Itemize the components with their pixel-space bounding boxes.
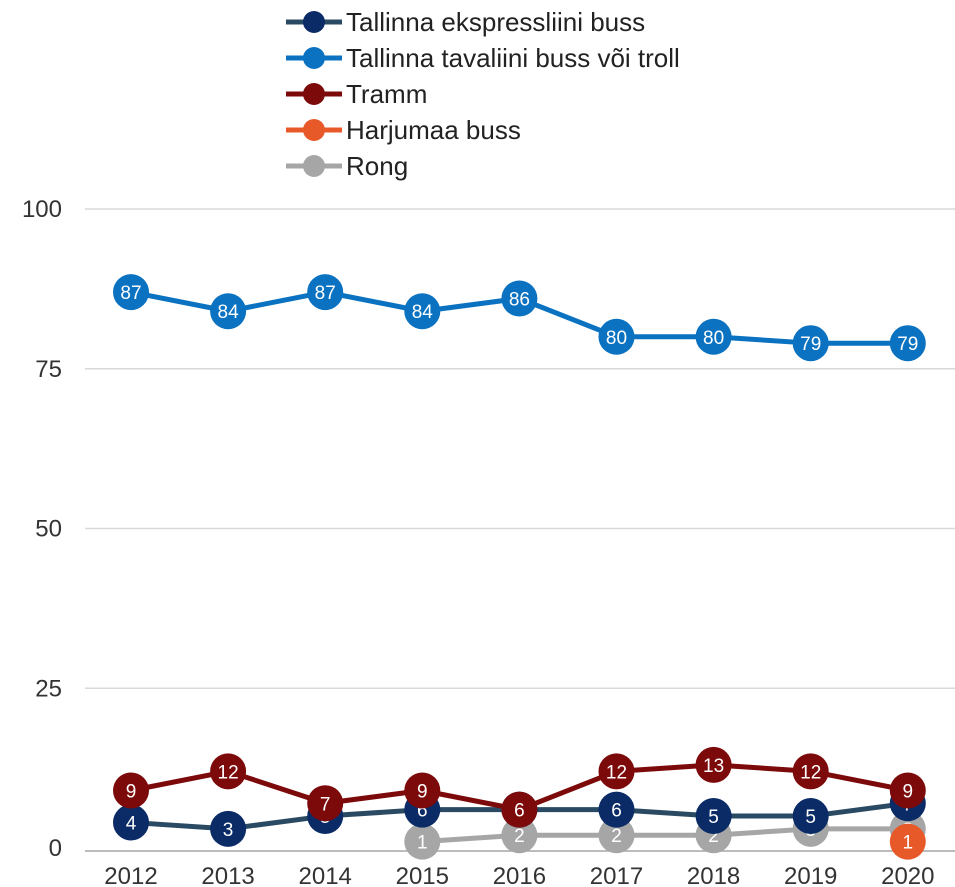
data-label: 1 <box>417 833 428 854</box>
y-tick-label: 50 <box>35 516 62 543</box>
data-label: 12 <box>800 762 821 783</box>
x-tick-label: 2017 <box>590 863 643 887</box>
data-point[interactable] <box>598 817 635 854</box>
data-label: 86 <box>509 289 530 310</box>
data-point[interactable] <box>210 753 247 790</box>
series-1: 87 84 87 84 86 80 80 79 79 <box>113 274 926 362</box>
series-3: 1 <box>889 823 926 860</box>
data-point[interactable] <box>695 746 732 783</box>
data-point[interactable] <box>598 791 635 828</box>
x-tick-label: 2020 <box>881 863 934 887</box>
data-point[interactable] <box>889 325 926 362</box>
data-point[interactable] <box>501 791 538 828</box>
data-point[interactable] <box>113 274 149 311</box>
data-point[interactable] <box>598 753 635 790</box>
data-point[interactable] <box>695 798 732 835</box>
data-point[interactable] <box>307 274 344 311</box>
data-point[interactable] <box>598 318 635 355</box>
y-axis-ticks: 0 25 50 75 100 <box>22 196 62 862</box>
legend-label: Harjumaa buss <box>346 114 521 145</box>
legend-item-tramm[interactable]: Tramm <box>284 76 680 112</box>
legend-swatch <box>286 155 342 177</box>
data-label: 2 <box>708 826 719 847</box>
x-tick-label: 2013 <box>201 863 254 887</box>
data-label: 6 <box>514 801 525 822</box>
legend-item-rong[interactable]: Rong <box>284 148 680 184</box>
data-label: 9 <box>417 781 428 802</box>
x-axis-ticks: 2012 2013 2014 2015 2016 2017 2018 2019 2020 <box>104 863 934 887</box>
data-label: 80 <box>703 328 724 349</box>
x-tick-label: 2019 <box>784 863 837 887</box>
y-tick-label: 100 <box>22 196 62 223</box>
data-label: 2 <box>611 826 622 847</box>
legend-label: Rong <box>346 150 409 181</box>
data-label: 84 <box>218 302 240 323</box>
x-tick-label: 2018 <box>687 863 740 887</box>
data-point[interactable] <box>792 325 829 362</box>
data-label: 6 <box>417 801 428 822</box>
legend: Tallinna ekspressliini buss Tallinna tav… <box>284 4 680 184</box>
legend-swatch <box>286 119 342 141</box>
legend-item-harjumaa[interactable]: Harjumaa buss <box>284 112 680 148</box>
data-label: 6 <box>611 801 622 822</box>
data-point[interactable] <box>501 817 538 854</box>
legend-label: Tallinna ekspressliini buss <box>346 6 646 37</box>
x-tick-label: 2014 <box>299 863 352 887</box>
y-tick-label: 25 <box>35 675 62 702</box>
data-label: 87 <box>120 283 141 304</box>
legend-label: Tallinna tavaliini buss või troll <box>346 42 680 73</box>
data-label: 2 <box>514 826 525 847</box>
data-point[interactable] <box>404 823 441 860</box>
data-label: 1 <box>903 833 914 854</box>
data-point[interactable] <box>404 772 441 809</box>
data-label: 79 <box>897 334 918 355</box>
data-point[interactable] <box>792 753 829 790</box>
series-4: 122233 <box>404 810 926 860</box>
data-point[interactable] <box>889 772 926 809</box>
data-label: 9 <box>126 781 137 802</box>
legend-swatch <box>286 47 342 69</box>
data-label: 3 <box>223 820 234 841</box>
data-label: 9 <box>903 781 914 802</box>
x-tick-label: 2015 <box>396 863 449 887</box>
y-tick-label: 75 <box>35 356 62 383</box>
data-point[interactable] <box>792 798 829 835</box>
data-point[interactable] <box>113 772 149 809</box>
series-line <box>422 826 908 845</box>
data-label: 12 <box>218 762 239 783</box>
data-label: 84 <box>412 302 434 323</box>
data-point[interactable] <box>210 293 247 330</box>
series-layer: 1222334356665571912796121312987848784868… <box>113 274 926 860</box>
legend-swatch <box>286 83 342 105</box>
y-tick-label: 0 <box>49 835 62 862</box>
data-label: 4 <box>126 813 137 834</box>
legend-swatch <box>286 11 342 33</box>
data-point[interactable] <box>307 785 344 822</box>
legend-label: Tramm <box>346 78 428 109</box>
data-point[interactable] <box>695 318 732 355</box>
data-label: 7 <box>320 794 331 815</box>
data-point[interactable] <box>404 293 441 330</box>
data-label: 13 <box>703 756 724 777</box>
data-label: 87 <box>315 283 336 304</box>
data-label: 5 <box>805 807 816 828</box>
legend-item-tavaliini[interactable]: Tallinna tavaliini buss või troll <box>284 40 680 76</box>
data-label: 80 <box>606 328 627 349</box>
data-point[interactable] <box>501 280 538 317</box>
data-point[interactable] <box>210 810 247 847</box>
x-tick-label: 2016 <box>493 863 546 887</box>
data-point[interactable] <box>113 804 149 841</box>
data-label: 12 <box>606 762 627 783</box>
data-label: 5 <box>708 807 719 828</box>
legend-item-ekspressliini[interactable]: Tallinna ekspressliini buss <box>284 4 680 40</box>
data-point[interactable] <box>889 823 926 860</box>
x-tick-label: 2012 <box>104 863 157 887</box>
data-label: 79 <box>800 334 821 355</box>
